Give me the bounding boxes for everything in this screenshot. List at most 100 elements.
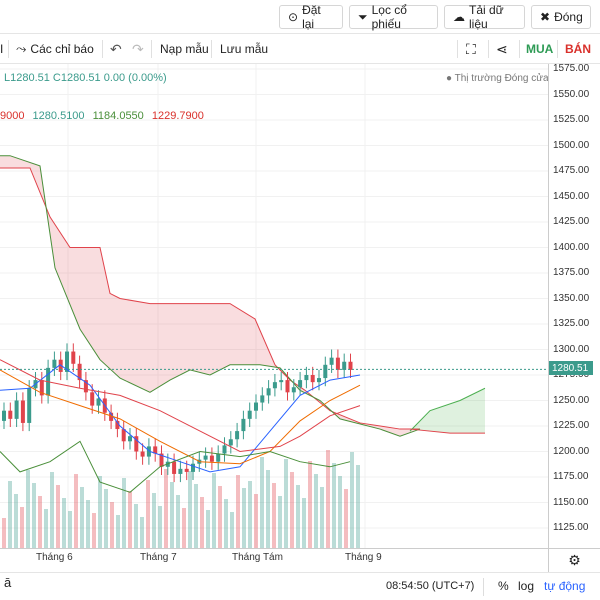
indicators-label: Các chỉ báo (30, 42, 94, 56)
candle-body (222, 445, 227, 454)
candle-body (203, 455, 208, 460)
volume-bar (296, 485, 300, 548)
close-icon: ✖ (540, 10, 551, 24)
candle-body (254, 402, 258, 411)
reset-label: Đặt lại (302, 3, 321, 31)
close-button[interactable]: ✖ Đóng (531, 5, 591, 29)
divider (483, 578, 484, 596)
divider (488, 40, 489, 58)
volume-bar (194, 484, 198, 548)
chart-plot-area[interactable] (0, 64, 548, 548)
legend-value-d: 1229.7900 (151, 110, 204, 122)
divider (211, 40, 212, 58)
candle-body (14, 400, 19, 419)
filter-icon: ⏷ (358, 9, 368, 24)
cloud-bullish (410, 388, 485, 434)
volume-bar (116, 515, 120, 548)
volume-bar (344, 489, 348, 548)
volume-bar (236, 475, 240, 548)
volume-bar (230, 512, 234, 548)
price-tick: 1125.00 (553, 522, 589, 533)
log-toggle[interactable]: log (518, 579, 535, 593)
volume-bar (248, 481, 252, 548)
price-tick: 1200.00 (553, 445, 590, 457)
reset-button[interactable]: ⊙ Đặt lại (279, 3, 343, 31)
load-template-button[interactable]: Nạp mẫu (160, 34, 209, 64)
undo-icon[interactable]: ↶ (110, 40, 122, 57)
volume-bar (38, 496, 42, 548)
download-data-button[interactable]: ☁ Tải dữ liệu (444, 3, 525, 31)
filter-stocks-button[interactable]: ⏷ Lọc cổ phiếu (349, 3, 438, 31)
volume-bar (158, 506, 162, 548)
volume-bar (104, 489, 108, 548)
price-chart[interactable] (0, 64, 548, 548)
volume-bar (290, 472, 294, 548)
volume-bar (80, 487, 84, 548)
buy-label: MUA (526, 42, 554, 56)
buy-button[interactable]: MUA (526, 34, 553, 64)
cursor-mark: ā (4, 575, 12, 590)
redo-icon[interactable]: ↷ (132, 40, 144, 57)
volume-bar (14, 494, 18, 548)
toolbar-left-label: I (0, 42, 4, 56)
candle-body (146, 446, 151, 457)
tenkan-line (0, 364, 361, 473)
price-tick: 1150.00 (553, 496, 589, 508)
fullscreen-icon[interactable]: ⛶ (466, 40, 476, 57)
candle-body (27, 388, 32, 423)
candle-body (8, 410, 13, 419)
sell-button[interactable]: BÁN (565, 34, 591, 64)
volume-bar (218, 486, 222, 548)
price-tick: 1525.00 (553, 114, 590, 125)
time-axis[interactable] (0, 548, 548, 572)
candle-body (285, 380, 290, 393)
volume-bar (302, 498, 306, 548)
volume-bar (326, 450, 330, 548)
candle-body (140, 451, 145, 457)
candle-body (121, 429, 126, 442)
volume-bar (32, 483, 36, 548)
candle-body (184, 468, 189, 472)
chart-settings-button[interactable]: ⚙ (548, 548, 600, 572)
volume-bar (284, 459, 288, 548)
candle-body (128, 436, 132, 442)
candle-body (310, 375, 315, 383)
load-template-label: Nạp mẫu (160, 42, 209, 56)
candle-body (228, 439, 233, 446)
volume-bar (338, 476, 342, 548)
time-tick: Tháng Tám (232, 552, 283, 563)
volume-bar (44, 509, 48, 548)
save-template-button[interactable]: Lưu mẫu (220, 34, 268, 64)
volume-bar (164, 469, 168, 548)
price-axis[interactable] (548, 64, 600, 548)
cloud-bearish (0, 155, 420, 437)
divider (519, 40, 520, 58)
price-tick: 1175.00 (553, 471, 589, 482)
candle-body (134, 436, 139, 452)
candle-body (178, 468, 183, 474)
volume-bar (128, 491, 132, 548)
candle-body (260, 395, 265, 403)
close-label: Đóng (554, 10, 583, 24)
volume-bar (308, 461, 312, 548)
market-status: ● Thị trường Đóng cửa (446, 73, 549, 84)
kijun-line (0, 369, 361, 465)
legend-value-a: 9000 (0, 110, 25, 122)
percent-toggle[interactable]: % (498, 579, 509, 593)
candle-body (159, 453, 164, 467)
candle-body (20, 400, 25, 423)
volume-bar (320, 487, 324, 548)
volume-bar (272, 483, 276, 548)
candle-body (209, 455, 214, 462)
price-tick: 1375.00 (553, 267, 590, 278)
candle-body (348, 361, 353, 370)
indicator-plus-icon: ⤳ (16, 41, 27, 56)
auto-scale-toggle[interactable]: tự động (544, 579, 586, 593)
indicators-button[interactable]: ⤳ Các chỉ báo (16, 34, 94, 64)
chart-toolbar: I ⤳ Các chỉ báo ↶ ↷ Nạp mẫu Lưu mẫu ⛶ ⋖ … (0, 34, 600, 64)
share-icon[interactable]: ⋖ (496, 40, 508, 57)
filter-label: Lọc cổ phiếu (371, 3, 407, 31)
volume-bar (2, 518, 6, 548)
candle-body (39, 380, 44, 396)
candle-body (266, 388, 271, 396)
